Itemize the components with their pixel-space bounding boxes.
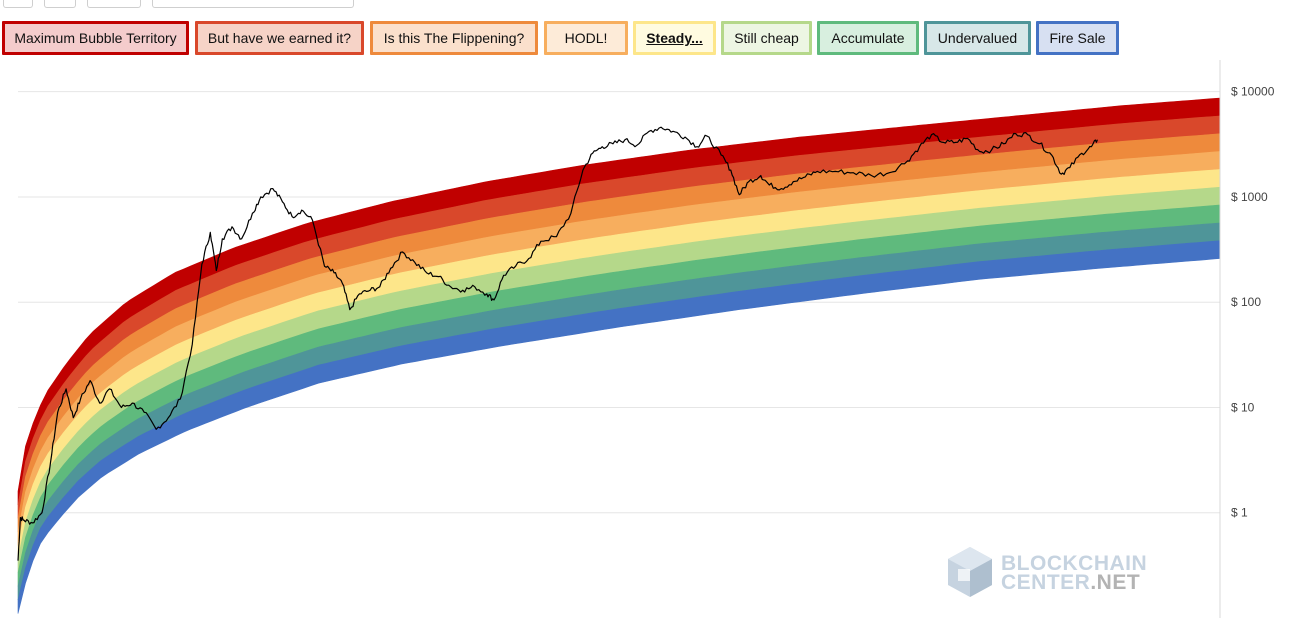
logo-line-2: CENTER.NET (1001, 571, 1147, 594)
legend-item-still-cheap[interactable]: Still cheap (721, 21, 812, 55)
logo-line-1: BLOCKCHAIN (1001, 552, 1148, 575)
rainbow-bands (17, 97, 1221, 614)
y-tick-label: $ 100 (1231, 295, 1261, 309)
zoom-out-button[interactable] (3, 0, 33, 8)
rainbow-chart[interactable]: $ 1 $ 10 $ 100 $ 1000 $ 10000 (0, 60, 1300, 618)
legend-item-but-have-we-earned-it[interactable]: But have we earned it? (195, 21, 364, 55)
y-axis: $ 1 $ 10 $ 100 $ 1000 $ 10000 (1231, 85, 1275, 520)
y-tick-label: $ 10 (1231, 400, 1255, 414)
legend-item-accumulate[interactable]: Accumulate (817, 21, 919, 55)
date-range-control[interactable] (152, 0, 354, 8)
logo-wordmark: BLOCKCHAIN CENTER.NET (1001, 552, 1148, 594)
logo-center: CENTER (1001, 571, 1091, 594)
legend-item-undervalued[interactable]: Undervalued (924, 21, 1031, 55)
reset-button[interactable] (87, 0, 141, 8)
zoom-in-button[interactable] (44, 0, 76, 8)
y-tick-label: $ 10000 (1231, 85, 1275, 99)
y-tick-label: $ 1 (1231, 506, 1248, 520)
price-line (17, 126, 1098, 561)
legend-item-maximum-bubble-territory[interactable]: Maximum Bubble Territory (2, 21, 189, 55)
blockchaincenter-logo: BLOCKCHAIN CENTER.NET (944, 545, 1154, 601)
legend-item-steady[interactable]: Steady... (633, 21, 716, 55)
y-tick-label: $ 1000 (1231, 190, 1268, 204)
legend-item-fire-sale[interactable]: Fire Sale (1036, 21, 1119, 55)
cube-logo-icon (948, 547, 992, 597)
legend-item-is-this-the-flippening[interactable]: Is this The Flippening? (370, 21, 538, 55)
logo-net: .NET (1090, 571, 1141, 594)
legend-item-hodl[interactable]: HODL! (544, 21, 628, 55)
